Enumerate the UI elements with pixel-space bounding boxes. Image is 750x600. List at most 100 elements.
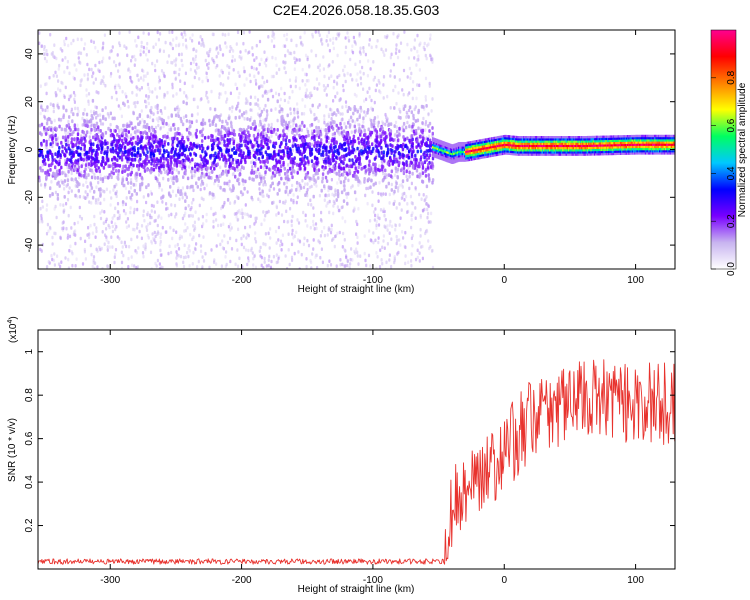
heatmap-cell [355,159,358,163]
heatmap-cell [194,210,197,214]
heatmap-cell [63,95,66,99]
heatmap-cell [40,44,44,48]
heatmap-cell [133,188,136,193]
heatmap-cell [184,114,188,118]
heatmap-cell [231,157,235,162]
heatmap-cell [173,203,177,208]
heatmap-cell [49,142,52,146]
heatmap-cell [175,43,178,48]
heatmap-cell [375,223,378,228]
heatmap-cell [259,199,262,204]
heatmap-cell [95,105,98,110]
heatmap-cell [312,219,315,224]
heatmap-cell [372,231,375,235]
heatmap-cell [191,214,194,218]
heatmap-cell [84,167,87,171]
heatmap-cell [110,95,113,100]
heatmap-cell [416,49,419,54]
heatmap-cell [63,146,67,151]
heatmap-cell [99,118,102,123]
heatmap-cell [182,140,186,144]
heatmap-cell [171,146,175,150]
heatmap-cell [162,176,165,181]
heatmap-cell [135,250,138,255]
heatmap-cell [202,235,205,239]
heatmap-cell [351,258,354,262]
heatmap-cell [144,130,147,134]
heatmap-cell [104,117,107,122]
heatmap-cell [375,149,378,153]
heatmap-cell [106,145,109,150]
heatmap-cell [342,88,345,93]
heatmap-cell [419,227,422,232]
heatmap-cell [174,63,177,67]
heatmap-cell [318,82,321,86]
heatmap-cell [293,156,296,160]
heatmap-cell [336,231,339,236]
heatmap-cell [224,163,227,168]
heatmap-cell [308,145,311,149]
heatmap-cell [269,129,273,134]
heatmap-cell [234,174,237,179]
heatmap-cell [384,168,387,173]
heatmap-cell [72,178,75,182]
heatmap-cell [363,110,366,114]
heatmap-cell [129,69,132,74]
heatmap-cell [227,140,230,145]
heatmap-cell [118,155,122,160]
heatmap-cell [291,214,294,219]
heatmap-cell [53,252,56,256]
heatmap-cell [272,254,275,259]
heatmap-cell [372,118,376,123]
heatmap-cell [183,90,186,95]
heatmap-cell [209,155,212,160]
heatmap-cell [314,141,318,145]
heatmap-cell [379,248,382,252]
heatmap-cell [410,134,414,138]
heatmap-cell [247,130,250,135]
heatmap-cell [90,39,93,43]
heatmap-cell [228,65,231,70]
heatmap-cell [158,266,161,269]
heatmap-cell [231,54,234,59]
heatmap-cell [184,33,187,37]
heatmap-cell [427,220,430,224]
heatmap-cell [349,139,353,144]
heatmap-cell [339,121,342,126]
heatmap-cell [217,145,220,150]
heatmap-cell [86,130,89,135]
heatmap-cell [129,195,132,200]
heatmap-cell [418,241,421,245]
heatmap-cell [379,208,383,212]
heatmap-cell [315,253,319,258]
heatmap-cell [51,140,54,145]
heatmap-cell [404,104,407,108]
heatmap-cell [278,180,281,185]
heatmap-cell [57,79,60,83]
heatmap-cell [215,127,218,132]
heatmap-cell [173,107,177,112]
heatmap-cell [63,179,67,183]
heatmap-cell [140,163,144,167]
heatmap-cell [137,147,140,151]
heatmap-cell [418,251,421,255]
heatmap-cell [79,79,82,83]
heatmap-cell [402,107,406,111]
heatmap-cell [284,53,287,58]
heatmap-cell [267,231,270,236]
heatmap-cell [409,76,412,80]
heatmap-cell [423,155,426,160]
heatmap-cell [165,207,168,211]
heatmap-cell [406,210,409,214]
heatmap-cell [196,265,199,269]
heatmap-cell [213,260,216,264]
heatmap-cell [167,151,170,156]
heatmap-cell [237,95,240,100]
heatmap-cell [132,111,135,116]
heatmap-cell [158,138,161,142]
heatmap-cell [383,53,386,57]
heatmap-cell [431,60,434,64]
heatmap-cell [174,215,177,219]
heatmap-cell [342,172,345,177]
heatmap-cell [76,123,79,128]
